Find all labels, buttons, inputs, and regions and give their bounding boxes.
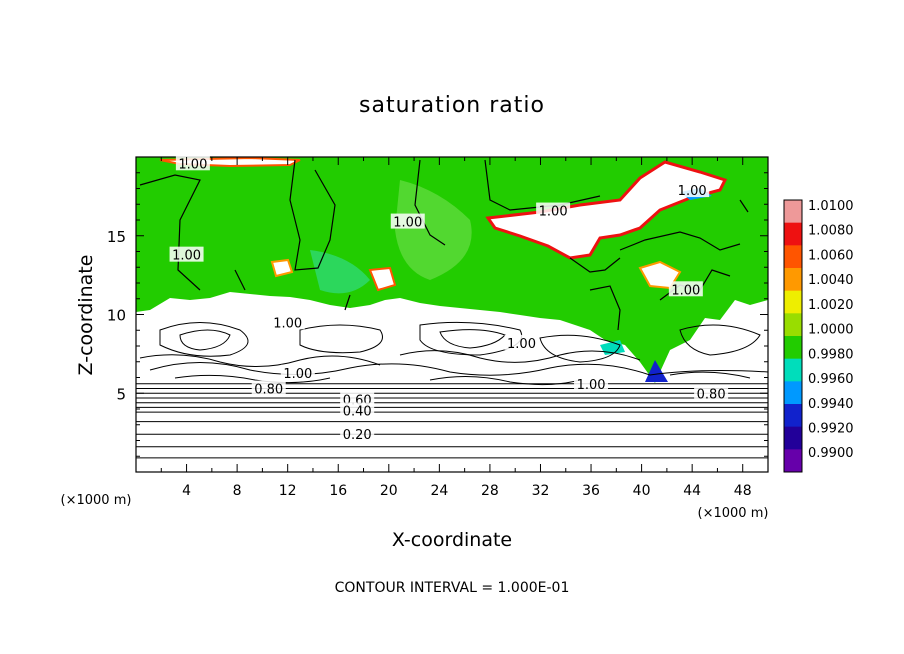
y-tick-label: 15	[107, 228, 126, 246]
x-tick-label: 16	[329, 483, 347, 499]
colorbar-label: 0.9940	[808, 397, 854, 412]
colorbar-swatch	[784, 222, 802, 246]
colorbar-label: 1.0020	[808, 298, 854, 313]
contour-label-bg	[175, 155, 210, 171]
contour-label: 1.00	[671, 283, 700, 298]
x-tick-label: 44	[683, 483, 701, 499]
x-axis: 4 8 12 16 20 24 28 32 36 40 44 48	[160, 157, 752, 499]
x-tick-label: 24	[430, 483, 448, 499]
slightly-saturated-patch	[395, 180, 472, 280]
colorbar-label: 0.9980	[808, 347, 854, 362]
colorbar-label: 1.0040	[808, 273, 854, 288]
contour-label-bg	[251, 380, 286, 396]
colorbar-swatch	[784, 381, 802, 405]
y-axis: 5 10 15	[107, 172, 768, 457]
x-tick-label: 8	[233, 483, 242, 499]
x-tick-label: 12	[279, 483, 297, 499]
contour-label: 0.80	[254, 383, 283, 398]
contour-label-bg	[340, 426, 375, 442]
x-tick-label: 36	[582, 483, 600, 499]
colorbar-swatch	[784, 200, 802, 224]
colorbar-swatch	[784, 358, 802, 382]
contour-label: 1.00	[393, 216, 422, 231]
colorbar-label: 0.9920	[808, 421, 854, 436]
contour-label: 0.80	[697, 387, 726, 402]
x-tick-label: 48	[734, 483, 752, 499]
colorbar-label: 1.0000	[808, 323, 854, 338]
contour-interval-note: CONTOUR INTERVAL = 1.000E-01	[335, 580, 570, 596]
colorbar-swatch	[784, 404, 802, 428]
contour-label-bg	[169, 246, 204, 262]
contour-label-bg	[574, 375, 609, 391]
colorbar: 1.0100 1.0080 1.0060 1.0040 1.0020 1.0000 0.99…	[783, 199, 854, 473]
colorbar-frame	[783, 199, 803, 473]
contour-labels: 1.00 1.00 1.00 1.00 1.00 1.00 1.00 1.00 1.00 1.00…	[169, 155, 729, 443]
colorbar-swatch	[784, 268, 802, 292]
contour-label-bg	[694, 385, 729, 401]
contour-label-bg	[668, 281, 703, 297]
contour-label: 1.00	[273, 316, 302, 331]
contour-label: 1.00	[172, 249, 201, 264]
y-tick-label: 10	[107, 307, 126, 325]
colorbar-label: 1.0080	[808, 224, 854, 239]
plot-area	[136, 157, 768, 472]
dry-region	[485, 160, 728, 260]
contour-label: 0.20	[343, 428, 372, 443]
x-axis-title: X-coordinate	[392, 529, 512, 551]
y-unit-label: (×1000 m)	[61, 493, 132, 508]
slightly-saturated-patch	[310, 250, 370, 294]
contour-label-bg	[340, 402, 375, 418]
y-tick-label: 5	[116, 385, 126, 403]
contour-label-bg	[536, 202, 571, 218]
contour-label: 0.40	[343, 405, 372, 420]
chart-title: saturation ratio	[359, 93, 545, 118]
contour-label-bg	[270, 314, 305, 330]
contour-label-bg	[504, 334, 539, 350]
colorbar-label: 0.9900	[808, 446, 854, 461]
colorbar-swatch	[784, 426, 802, 450]
contour-label-bg	[280, 364, 315, 380]
x-tick-label: 40	[633, 483, 651, 499]
contour-label-bg	[675, 182, 710, 198]
dry-region	[270, 258, 294, 278]
x-tick-label: 4	[182, 483, 191, 499]
x-tick-label: 32	[532, 483, 550, 499]
colorbar-label: 0.9960	[808, 372, 854, 387]
subsaturated-spot	[600, 340, 625, 355]
contour-label: 1.00	[507, 337, 536, 352]
x-tick-label: 20	[380, 483, 398, 499]
contour-label-bg	[390, 213, 425, 229]
x-unit-label: (×1000 m)	[698, 506, 769, 521]
y-axis-title: Z-coordinate	[75, 255, 97, 376]
contour-label: 1.00	[178, 157, 207, 172]
contour-label: 1.00	[539, 205, 568, 220]
colorbar-swatch	[784, 245, 802, 269]
contour-label: 1.00	[678, 184, 707, 199]
colorbar-label: 1.0060	[808, 248, 854, 263]
subsaturated-spot	[645, 360, 668, 382]
colorbar-swatch	[784, 336, 802, 360]
contour-label: 1.00	[577, 378, 606, 393]
colorbar-swatch	[784, 313, 802, 337]
dry-region	[368, 266, 397, 292]
x-tick-label: 28	[481, 483, 499, 499]
contour-label: 1.00	[283, 367, 312, 382]
colorbar-swatch	[784, 290, 802, 314]
horizontal-contours	[136, 383, 768, 459]
colorbar-swatch	[784, 449, 802, 473]
colorbar-label: 1.0100	[808, 199, 854, 214]
